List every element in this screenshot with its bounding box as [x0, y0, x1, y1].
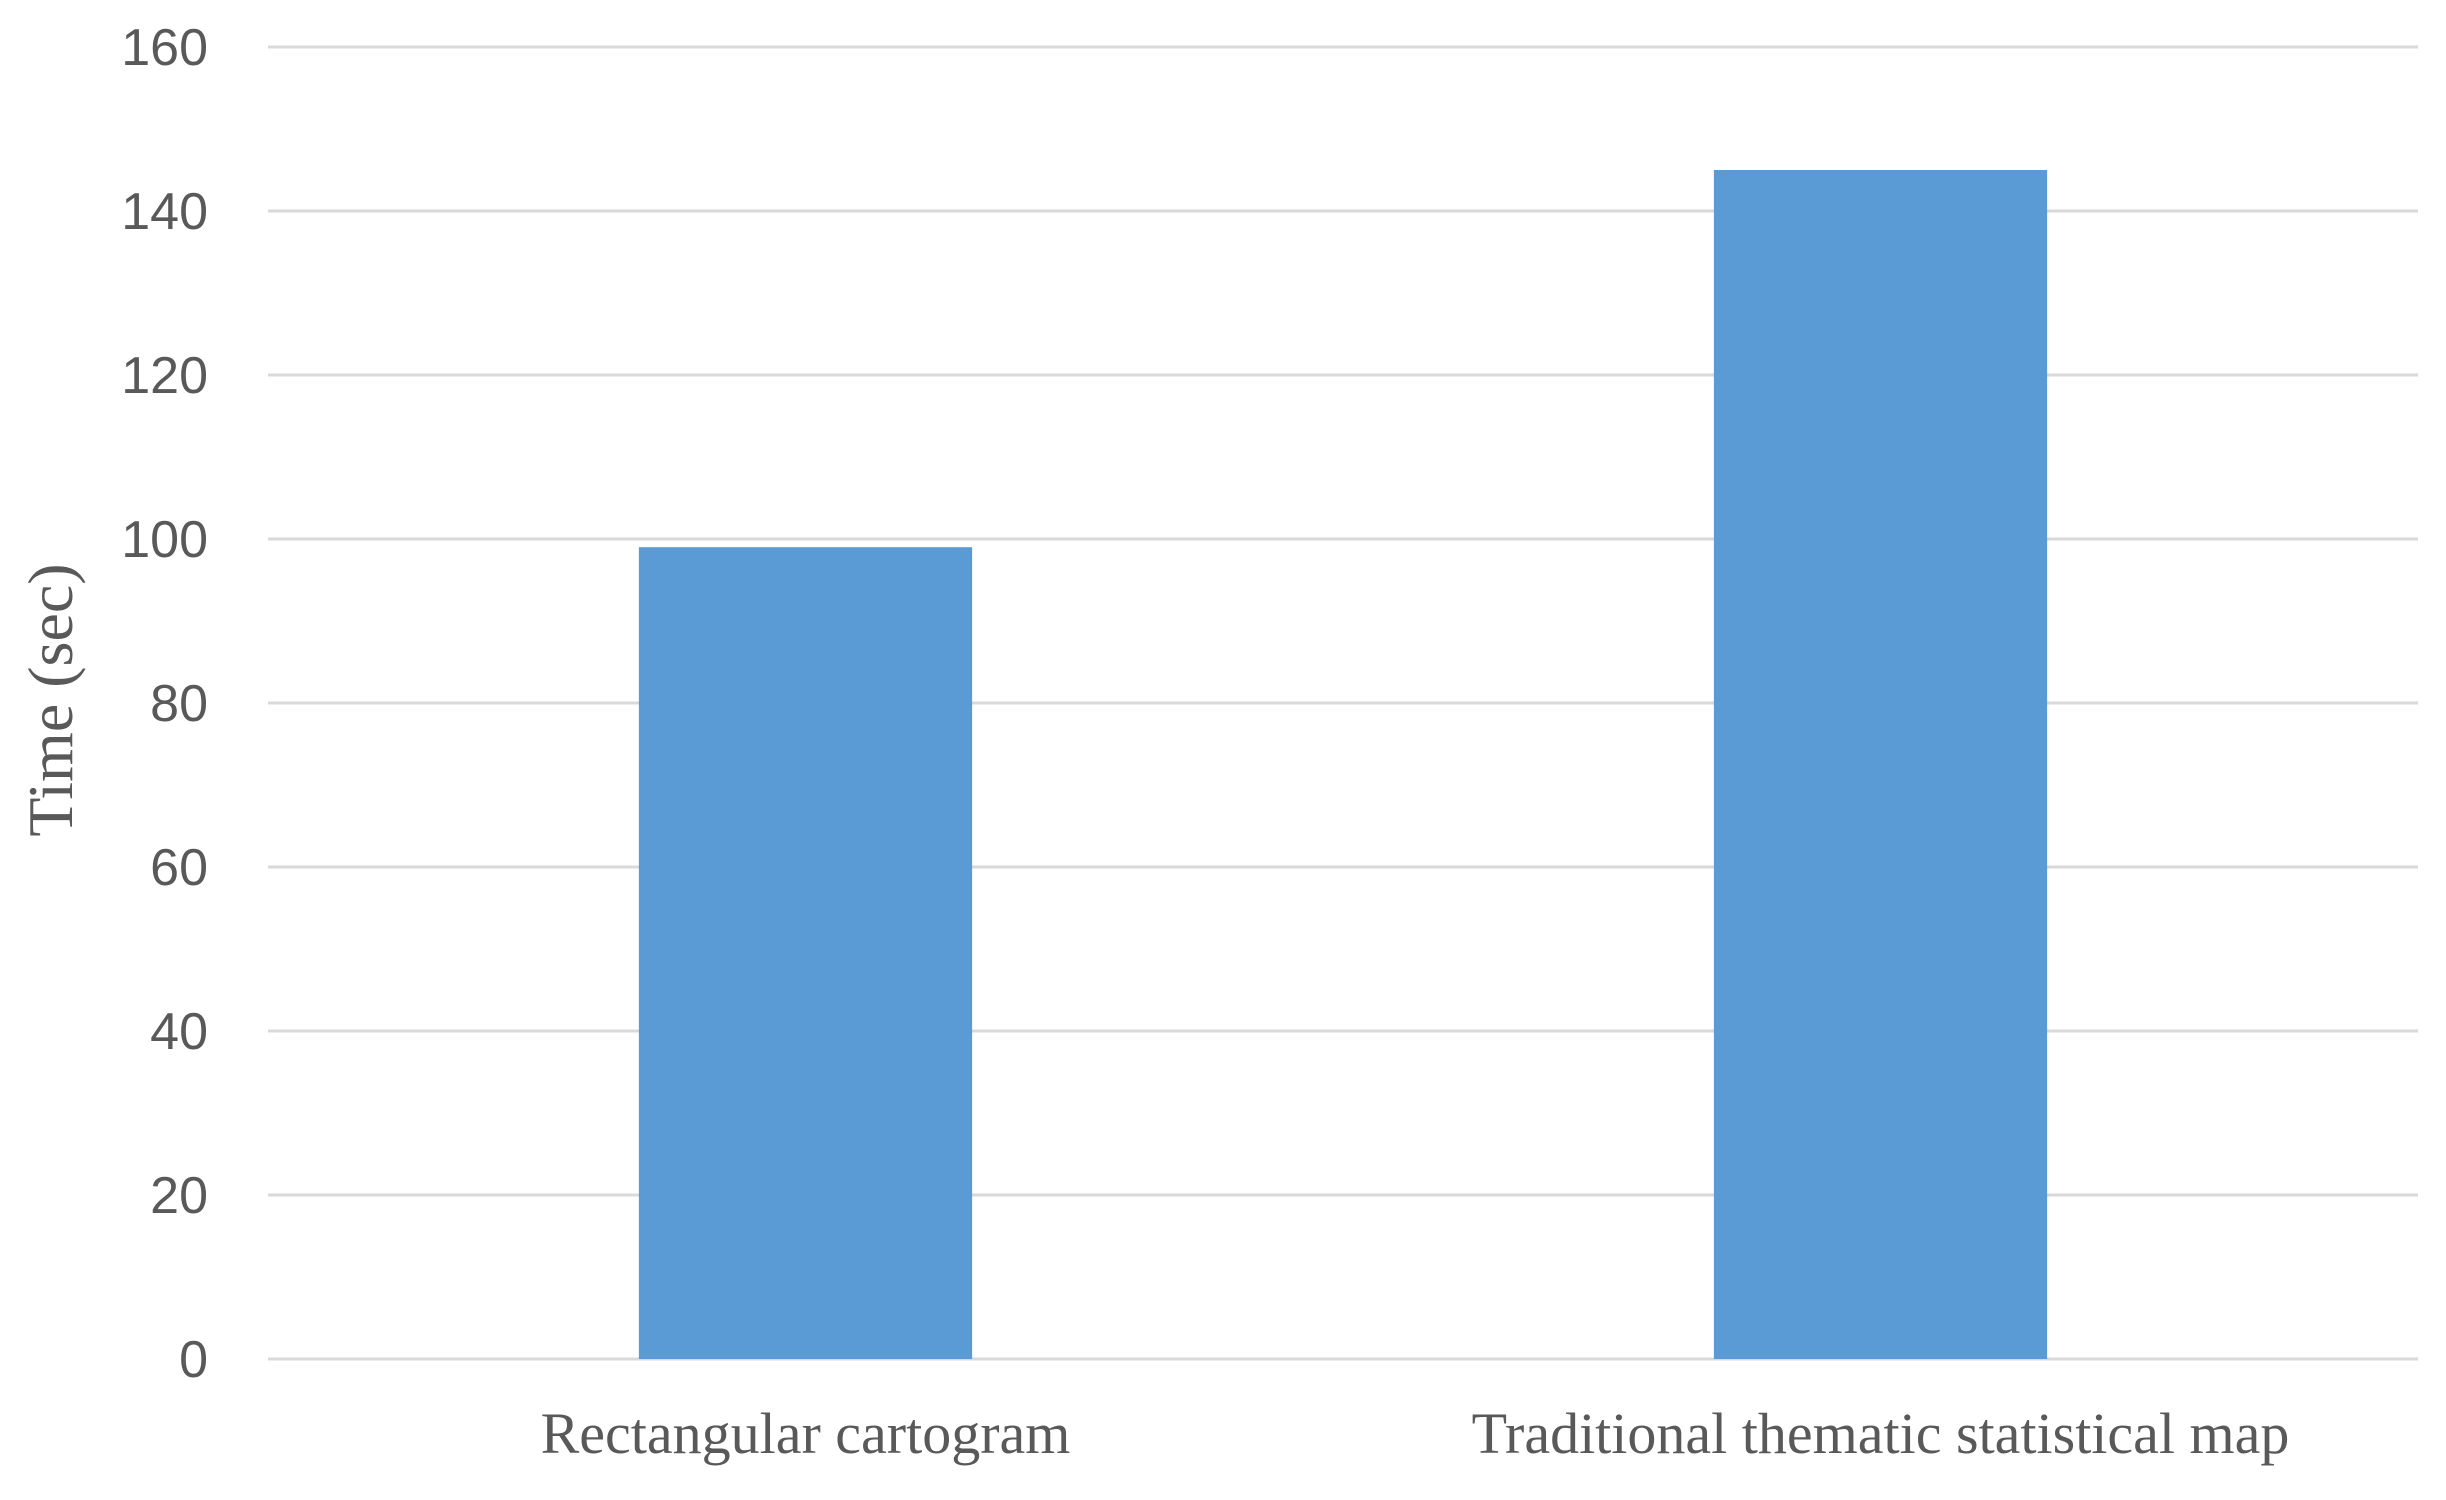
y-tick-label: 40 [150, 1003, 208, 1061]
y-tick-label: 120 [121, 347, 208, 405]
y-tick-label: 80 [150, 675, 208, 733]
x-category-label: Rectangular cartogram [541, 1401, 1071, 1466]
y-tick-label: 0 [179, 1331, 208, 1389]
bar [638, 547, 973, 1359]
x-category-label: Traditional thematic statistical map [1472, 1401, 2290, 1466]
y-axis-title: Time (sec) [15, 563, 86, 836]
y-tick-label: 140 [121, 183, 208, 241]
x-category-labels: Rectangular cartogram Traditional themati… [541, 1401, 2290, 1466]
bars [638, 170, 2048, 1359]
y-tick-label: 160 [121, 19, 208, 77]
y-tick-label: 20 [150, 1167, 208, 1225]
y-tick-labels: 0 20 40 60 80 100 120 140 160 [121, 19, 208, 1389]
bar [1713, 170, 2048, 1359]
gridlines [268, 45, 2418, 1361]
y-tick-label: 100 [121, 511, 208, 569]
y-tick-label: 60 [150, 839, 208, 897]
